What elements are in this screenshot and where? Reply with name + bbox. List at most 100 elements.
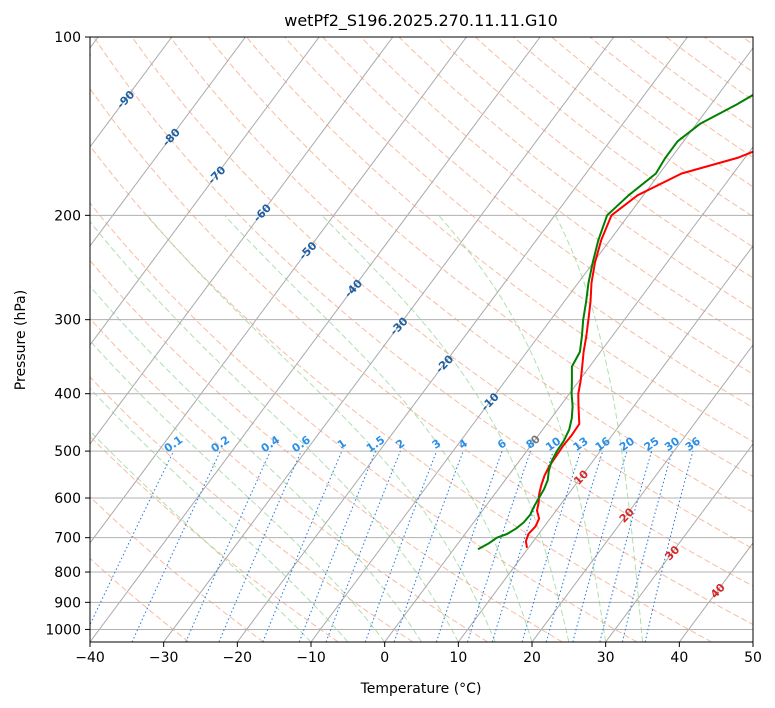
isotherm-line — [531, 344, 753, 642]
plot-frame — [89, 36, 754, 643]
isotherm-line — [90, 37, 246, 247]
plot-area: -100-90-80-70-60-50-40-30-20-10010203040… — [90, 37, 753, 642]
x-tick-label: 40 — [670, 650, 688, 666]
isotherm-line — [752, 641, 753, 642]
dry-adiabat — [322, 37, 753, 375]
dry-adiabat — [360, 37, 753, 342]
profile-series — [477, 93, 753, 551]
moist-adiabat — [90, 340, 386, 642]
isotherm-line — [90, 37, 394, 445]
isotherm-label: 30 — [662, 543, 682, 563]
mixing-ratio-line — [599, 450, 653, 642]
isotherm-line — [90, 37, 541, 642]
y-tick-label: 600 — [54, 491, 81, 507]
moist-adiabats — [90, 214, 643, 642]
mixing-ratio-line — [131, 450, 221, 642]
isotherm-line — [236, 37, 688, 642]
isotherm-label: -20 — [433, 352, 456, 376]
mixing-ratio-line — [262, 450, 343, 642]
y-tick-label: 900 — [54, 595, 81, 611]
y-tick-label: 700 — [54, 531, 81, 547]
dry-adiabat — [90, 87, 753, 626]
y-tick-label: 800 — [54, 565, 81, 581]
mixing-ratio-line — [325, 450, 401, 642]
dry-adiabat — [169, 37, 753, 513]
moist-adiabat — [555, 215, 643, 642]
mixing-ratio-line — [491, 450, 554, 642]
dry-adiabat — [512, 37, 753, 218]
x-tick-label: 30 — [597, 650, 615, 666]
isotherms — [90, 37, 753, 642]
y-tick-label: 400 — [54, 387, 81, 403]
isotherm-line — [163, 37, 615, 642]
y-tick-label: 500 — [54, 444, 81, 460]
x-tick-label: 10 — [449, 650, 467, 666]
isotherm-label: 40 — [708, 581, 728, 601]
mixing-ratio-line — [393, 450, 464, 642]
mixing-ratio-line — [644, 450, 694, 642]
isotherm-label: -50 — [296, 239, 319, 263]
x-axis-label: Temperature (°C) — [360, 681, 482, 697]
dry-adiabat — [245, 37, 753, 443]
dry-adiabat — [90, 557, 190, 642]
isotherm-label: -40 — [342, 277, 365, 301]
isotherm-line — [90, 37, 467, 544]
y-tick-label: 100 — [54, 30, 81, 46]
mixing-ratio-label: 3 — [430, 437, 444, 452]
dry-adiabat — [90, 202, 638, 642]
x-tick-label: 20 — [523, 650, 541, 666]
moist-adiabat — [146, 214, 496, 642]
mixing-ratio-line — [218, 450, 302, 642]
x-axis-ticks: −40 −30 −20 −10 0 10 20 30 40 50 — [75, 642, 762, 666]
isotherm-line — [384, 146, 753, 642]
dry-adiabat — [741, 37, 753, 46]
y-tick-label: 1000 — [45, 622, 81, 638]
x-tick-label: −40 — [75, 650, 105, 666]
moist-adiabat — [90, 220, 459, 642]
mixing-ratio-label: 4 — [456, 437, 470, 452]
mixing-ratio-label: 1 — [335, 437, 349, 452]
isotherm-label: 10 — [571, 467, 591, 487]
mixing-ratio-line — [364, 450, 438, 642]
mixing-ratio-line — [621, 450, 673, 642]
pressure-gridlines — [90, 37, 753, 630]
dry-adiabat — [90, 496, 264, 642]
dry-adiabat — [90, 145, 712, 642]
y-tick-label: 300 — [54, 313, 81, 329]
mixing-ratio-line — [467, 450, 532, 642]
chart-title: wetPf2_S196.2025.270.11.11.G10 — [284, 11, 558, 31]
isotherm-label: 20 — [617, 505, 637, 525]
x-tick-label: −20 — [223, 650, 253, 666]
dewpoint-profile-line — [477, 93, 753, 551]
isotherm-label: -80 — [160, 126, 183, 150]
dry-adiabat — [90, 259, 563, 642]
moist-adiabat — [438, 214, 607, 642]
isotherm-line — [310, 47, 753, 642]
dry-adiabat — [550, 37, 753, 188]
y-tick-label: 200 — [54, 208, 81, 224]
isotherm-label: -90 — [114, 88, 137, 112]
mixing-ratio-line — [545, 450, 604, 642]
mixing-ratio-line — [298, 450, 377, 642]
dry-adiabat — [627, 37, 753, 130]
mixing-ratio-label: 0.1 — [162, 433, 185, 455]
temperature-profile-line — [524, 150, 753, 548]
x-tick-label: −30 — [149, 650, 179, 666]
dry-adiabat — [90, 317, 488, 642]
mixing-ratio-line — [572, 450, 628, 642]
dry-adiabat — [93, 37, 753, 587]
moist-adiabat — [90, 285, 422, 642]
mixing-ratio-line — [185, 450, 271, 642]
y-axis-label: Pressure (hPa) — [13, 290, 29, 390]
y-axis-ticks: 1000 900 800 700 600 500 400 300 200 100 — [45, 30, 90, 638]
isotherm-label: -60 — [251, 201, 274, 225]
x-tick-label: 50 — [744, 650, 762, 666]
dry-adiabat — [398, 37, 753, 310]
dry-adiabat — [703, 37, 753, 73]
mixing-ratio-label: 0.4 — [259, 433, 283, 455]
isotherm-label: -30 — [387, 315, 410, 339]
dry-adiabat — [131, 37, 753, 550]
moist-adiabat — [224, 214, 533, 642]
dry-adiabats — [90, 37, 753, 642]
